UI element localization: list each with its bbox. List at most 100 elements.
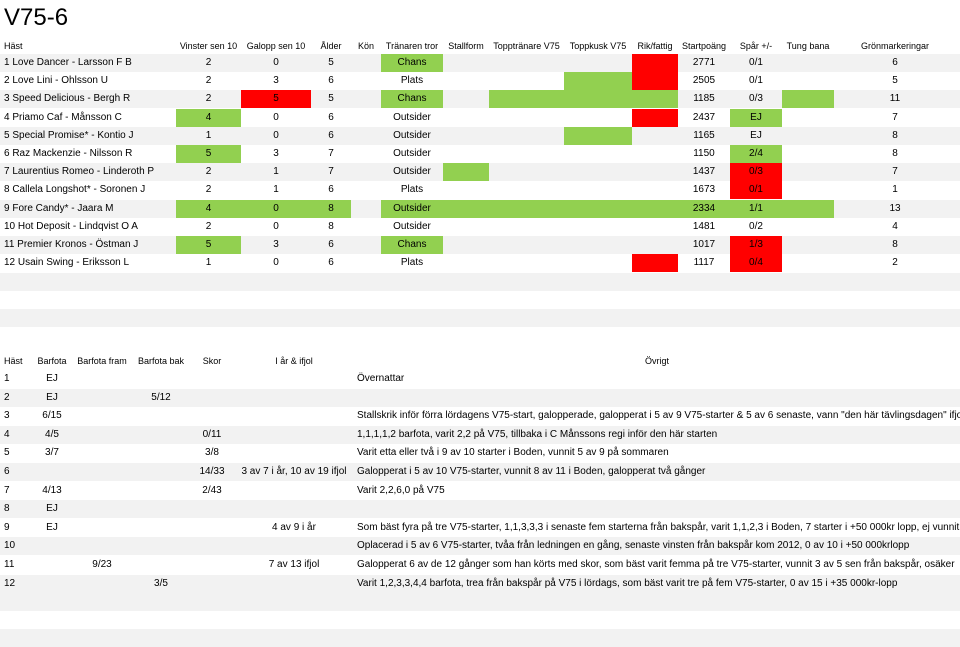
- cell-stallform: [443, 254, 489, 272]
- cell-horse: 8 Callela Longshot* - Soronen J: [4, 184, 146, 196]
- column-header: Toppkusk V75: [569, 41, 627, 51]
- cell-barfota-fram: [72, 407, 132, 425]
- cell-startpoang: 2505: [692, 75, 716, 87]
- cell-stallform: [443, 54, 489, 72]
- table-row: 4 4/5 0/11 1,1,1,1,2 barfota, varit 2,2 på …: [0, 425, 960, 444]
- table-row: 4 Priamo Caf - Månsson C 4 0 6 Outsider 2437 E…: [0, 108, 960, 127]
- column-header: Ålder: [320, 41, 342, 51]
- cell-horse-number: 9: [4, 521, 10, 533]
- cell-topptranare: [489, 181, 564, 199]
- cell-barfota: EJ: [46, 503, 58, 515]
- cell-age: 6: [328, 75, 334, 87]
- cell-spar: 0/1: [749, 57, 763, 68]
- cell-topptranare: [489, 72, 564, 90]
- page-title: V75-6: [4, 4, 69, 31]
- cell-barfota-fram: [72, 444, 132, 462]
- cell-topptranare: [489, 90, 564, 109]
- table-row: 9 EJ 4 av 9 i år Som bäst fyra på tre V75-s…: [0, 519, 960, 537]
- table-row: 7 Laurentius Romeo - Linderoth P 2 1 7 Outsi…: [0, 163, 960, 182]
- cell-horse: 7 Laurentius Romeo - Linderoth P: [4, 166, 155, 178]
- cell-startpoang: 1117: [693, 257, 715, 269]
- cell-toppkusk: [564, 109, 632, 127]
- cell-tung-bana: [782, 72, 834, 90]
- cell-skor: [190, 370, 234, 388]
- column-header: Häst: [4, 41, 23, 51]
- cell-barfota-bak: [132, 519, 190, 537]
- cell-skor: 2/43: [202, 484, 222, 496]
- cell-rik-fattig: [632, 54, 678, 72]
- cell-gronmarkeringar: 2: [892, 257, 898, 269]
- cell-age: 6: [328, 129, 334, 141]
- cell-sex: [351, 109, 381, 127]
- cell-stallform: [443, 218, 489, 236]
- cell-barfota-fram: [72, 426, 132, 444]
- cell-skor: 0/11: [202, 428, 222, 440]
- table-row: 11 Premier Kronos - Östman J 5 3 6 Chans 1017…: [0, 236, 960, 254]
- cell-horse-number: 10: [4, 540, 16, 552]
- cell-horse: 11 Premier Kronos - Östman J: [4, 239, 139, 250]
- cell-wins: 1: [205, 129, 212, 141]
- cell-tung-bana: [782, 145, 834, 163]
- table-row: 10 Hot Deposit - Lindqvist O A 2 0 8 Outside…: [0, 218, 960, 236]
- cell-skor: [190, 575, 234, 593]
- cell-age: 7: [328, 166, 334, 178]
- cell-barfota-bak: [132, 463, 190, 481]
- cell-wins: 2: [205, 75, 212, 87]
- cell-ovrigt: Galopperat 6 av de 12 gånger som han kör…: [357, 559, 955, 570]
- cell-sex: [351, 200, 381, 218]
- cell-skor: [190, 407, 234, 425]
- cell-toppkusk: [564, 145, 632, 163]
- cell-tung-bana: [782, 236, 834, 254]
- cell-startpoang: 2334: [678, 199, 730, 218]
- cell-barfota: [34, 556, 70, 574]
- table-row: 9 Fore Candy* - Jaara M 4 0 8 Outsider 2334 1/…: [0, 199, 960, 218]
- cell-gronmarkeringar: 6: [892, 57, 898, 68]
- cell-tranaren-tror: Plats: [400, 257, 424, 269]
- cell-i-ar-ifjol: 4 av 9 i år: [272, 521, 316, 533]
- cell-barfota: 4/13: [42, 484, 62, 496]
- cell-horse: 9 Fore Candy* - Jaara M: [4, 202, 114, 214]
- cell-age: 7: [328, 148, 334, 159]
- cell-spar: 0/3: [749, 93, 763, 105]
- cell-spar: EJ: [750, 129, 762, 141]
- cell-barfota-bak: [132, 426, 190, 444]
- cell-wins: 4: [176, 108, 241, 127]
- cell-ovrigt: [357, 500, 957, 518]
- cell-i-ar-ifjol: [234, 407, 354, 425]
- table-row: 10 Oplacerad i 5 av 6 V75-starter, tvåa f…: [0, 537, 960, 556]
- cell-barfota-fram: [72, 519, 132, 537]
- cell-wins: 5: [176, 145, 241, 163]
- table-row: 3 6/15 Stallskrik inför förra lördagens V7…: [0, 407, 960, 425]
- cell-sex: [351, 90, 381, 108]
- cell-wins: 2: [205, 57, 212, 68]
- cell-barfota: [34, 463, 70, 481]
- cell-toppkusk: [564, 199, 632, 218]
- empty-row: [0, 629, 960, 647]
- cell-wins: 2: [205, 93, 212, 105]
- cell-barfota-bak: [132, 500, 190, 518]
- cell-rik-fattig: [632, 145, 678, 163]
- cell-barfota-bak: 3/5: [154, 577, 168, 589]
- table-row: 11 9/23 7 av 13 ifjol Galopperat 6 av de 12…: [0, 556, 960, 574]
- cell-ovrigt: Stallskrik inför förra lördagens V75-sta…: [357, 410, 960, 422]
- cell-barfota-bak: [132, 482, 190, 500]
- cell-barfota-bak: 5/12: [151, 391, 171, 403]
- cell-startpoang: 2771: [692, 57, 716, 68]
- cell-rik-fattig: [632, 108, 678, 127]
- cell-gronmarkeringar: 8: [892, 129, 898, 141]
- column-header: Spår +/-: [739, 41, 773, 51]
- cell-skor: [190, 389, 234, 407]
- cell-gallop: 0: [241, 199, 311, 218]
- cell-rik-fattig: [632, 127, 678, 145]
- cell-horse-number: 1: [4, 373, 10, 384]
- cell-barfota-fram: [72, 500, 132, 518]
- cell-stallform: [443, 163, 489, 182]
- cell-tranaren-tror: Plats: [400, 75, 424, 87]
- cell-ovrigt: 1,1,1,1,2 barfota, varit 2,2 på V75, til…: [357, 428, 718, 440]
- cell-tung-bana: [782, 163, 834, 181]
- cell-toppkusk: [564, 90, 632, 109]
- cell-barfota-fram: [72, 370, 132, 388]
- table-row: 8 Callela Longshot* - Soronen J 2 1 6 Plats 1…: [0, 181, 960, 200]
- cell-topptranare: [489, 54, 564, 72]
- column-header: Barfota fram: [77, 356, 127, 366]
